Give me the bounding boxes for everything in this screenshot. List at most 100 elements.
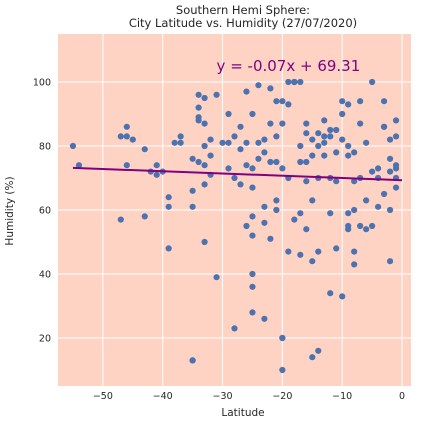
data-point [153,162,160,169]
data-point [249,165,256,172]
data-point [69,142,77,150]
data-point [201,94,208,102]
data-point [303,120,310,127]
data-point [249,309,256,316]
y-tick-label: 80 [39,142,51,153]
data-point [249,213,256,220]
data-point [333,178,340,185]
data-point [231,325,238,332]
data-point [213,91,220,98]
data-point [177,139,184,146]
data-point [392,133,400,140]
chart-title-line-1: Southern Hemi Sphere: [176,3,310,17]
data-point [363,139,370,146]
data-point [273,133,280,140]
data-point [339,110,346,118]
data-point [369,168,376,175]
data-point [249,283,256,290]
data-point [267,158,274,166]
data-point [309,258,316,265]
data-point [351,206,358,214]
data-point [380,190,388,198]
data-point [339,293,346,300]
data-point [386,258,394,265]
data-point [315,130,322,137]
data-point [165,203,172,210]
data-point [255,82,262,89]
data-point [297,251,304,258]
data-point [279,120,286,127]
data-point [267,85,274,92]
data-point [297,158,304,166]
chart-title-line-2: City Latitude vs. Humidity (27/07/2020) [129,16,357,30]
data-point [225,139,232,146]
data-point [327,133,334,140]
data-point [392,117,400,124]
data-point [219,139,226,146]
data-point [225,110,232,118]
data-point [345,152,352,159]
x-tick-label: −40 [153,391,173,402]
data-point [327,210,334,217]
data-point [201,142,208,150]
data-point [165,194,172,201]
data-point [327,290,334,297]
y-tick-label: 40 [39,270,51,281]
data-point [380,123,388,130]
data-point [207,136,214,143]
data-point [171,139,178,146]
data-point [213,274,220,281]
data-point [303,130,310,137]
data-point [117,216,124,223]
data-point [369,78,376,86]
data-point [249,110,256,118]
y-tick-label: 20 [39,334,51,345]
data-point [279,366,286,374]
x-tick-labels: −50 −40 −30 −20 −10 0 [93,391,405,402]
data-point [309,136,316,143]
data-point [386,136,394,143]
data-point [303,226,310,233]
data-point [297,78,304,86]
data-point [345,142,352,150]
data-point [309,152,316,159]
data-point [225,165,232,172]
data-point [327,126,334,134]
data-point [201,181,208,188]
data-point [363,226,370,233]
data-point [129,136,136,143]
data-point [261,203,268,210]
regression-line [72,166,403,182]
data-point [201,162,208,169]
data-point [243,222,250,230]
data-point [117,133,124,140]
data-point [303,158,310,166]
data-point [392,165,400,172]
regression-equation: y = -0.07x + 69.31 [217,57,361,75]
data-point [357,120,364,127]
data-point [357,222,364,230]
data-point [351,248,358,255]
data-point [261,315,268,322]
data-point [279,165,286,172]
x-tick-label: 0 [399,391,405,402]
data-point [279,98,286,105]
data-point [333,245,340,252]
data-point [189,203,196,210]
data-point [249,232,256,239]
x-axis-label: Latitude [221,407,264,419]
data-point [261,136,268,143]
grid-lines [58,34,411,386]
data-point [237,181,244,188]
data-point [297,142,304,150]
x-tick-label: −20 [272,391,292,402]
data-point [279,334,286,342]
data-point [75,162,83,169]
data-point [285,248,292,255]
data-point [195,117,202,124]
data-point [207,152,214,159]
x-tick-label: −30 [213,391,233,402]
data-point [374,203,382,210]
data-point [267,120,274,127]
data-point [201,238,208,246]
